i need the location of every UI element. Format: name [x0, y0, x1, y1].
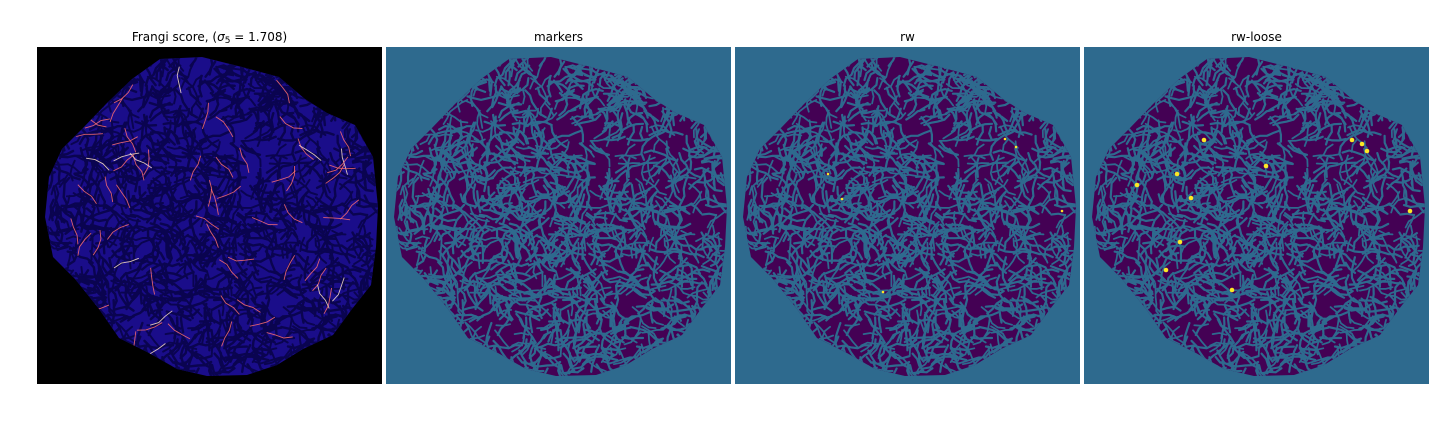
- frangi-title-subscript: 5: [224, 36, 231, 46]
- markers-title: markers: [533, 30, 584, 44]
- highlight-spot: [1201, 137, 1207, 143]
- highlight-spot: [881, 290, 885, 294]
- rw-title: rw: [900, 30, 915, 44]
- highlight-spot: [1359, 141, 1365, 147]
- highlight-spot: [1177, 239, 1183, 245]
- frangi-title-suffix: = 1.708): [230, 30, 288, 44]
- highlight-spot: [1229, 287, 1235, 293]
- frangi-score-canvas: [37, 47, 382, 384]
- highlight-spot: [1134, 182, 1140, 188]
- markers-image: [386, 47, 731, 384]
- highlight-spot: [1060, 209, 1064, 213]
- rw-image: [735, 47, 1080, 384]
- rw-loose-title: rw-loose: [1231, 30, 1282, 44]
- rw-canvas: [735, 47, 1080, 384]
- frangi-score-image: [37, 47, 382, 384]
- highlight-spot: [1174, 171, 1180, 177]
- highlight-spot: [1163, 267, 1169, 273]
- frangi-title: Frangi score, (σ5 = 1.708): [37, 28, 382, 46]
- highlight-spot: [1407, 208, 1413, 214]
- frangi-title-sigma: σ: [217, 30, 225, 44]
- highlight-spot: [1263, 163, 1269, 169]
- markers-canvas: [386, 47, 731, 384]
- highlight-spot: [1003, 137, 1007, 141]
- rw-loose-image: [1084, 47, 1429, 384]
- highlight-spot: [1188, 195, 1194, 201]
- highlight-spot: [1364, 148, 1370, 154]
- rw-loose-canvas: [1084, 47, 1429, 384]
- highlight-spot: [1014, 145, 1018, 149]
- frangi-title-prefix: Frangi score, (: [131, 30, 218, 44]
- highlight-spot: [1349, 137, 1355, 143]
- highlight-spot: [826, 172, 830, 176]
- vessel-texture: [1092, 57, 1425, 376]
- highlight-spot: [840, 197, 844, 201]
